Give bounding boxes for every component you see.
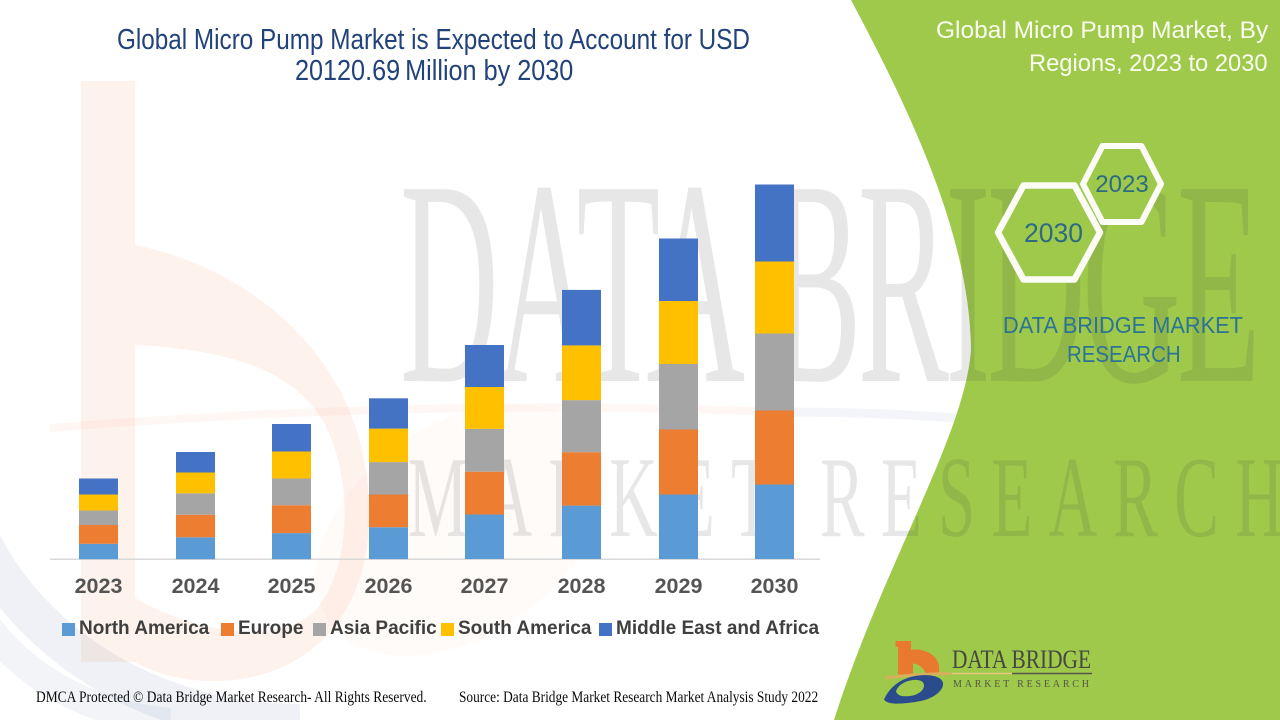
svg-text:2030: 2030 (1024, 218, 1083, 248)
svg-text:DATA BRIDGE: DATA BRIDGE (952, 645, 1091, 674)
svg-text:MARKET RESEARCH: MARKET RESEARCH (953, 679, 1089, 690)
svg-text:2023: 2023 (1095, 171, 1148, 198)
